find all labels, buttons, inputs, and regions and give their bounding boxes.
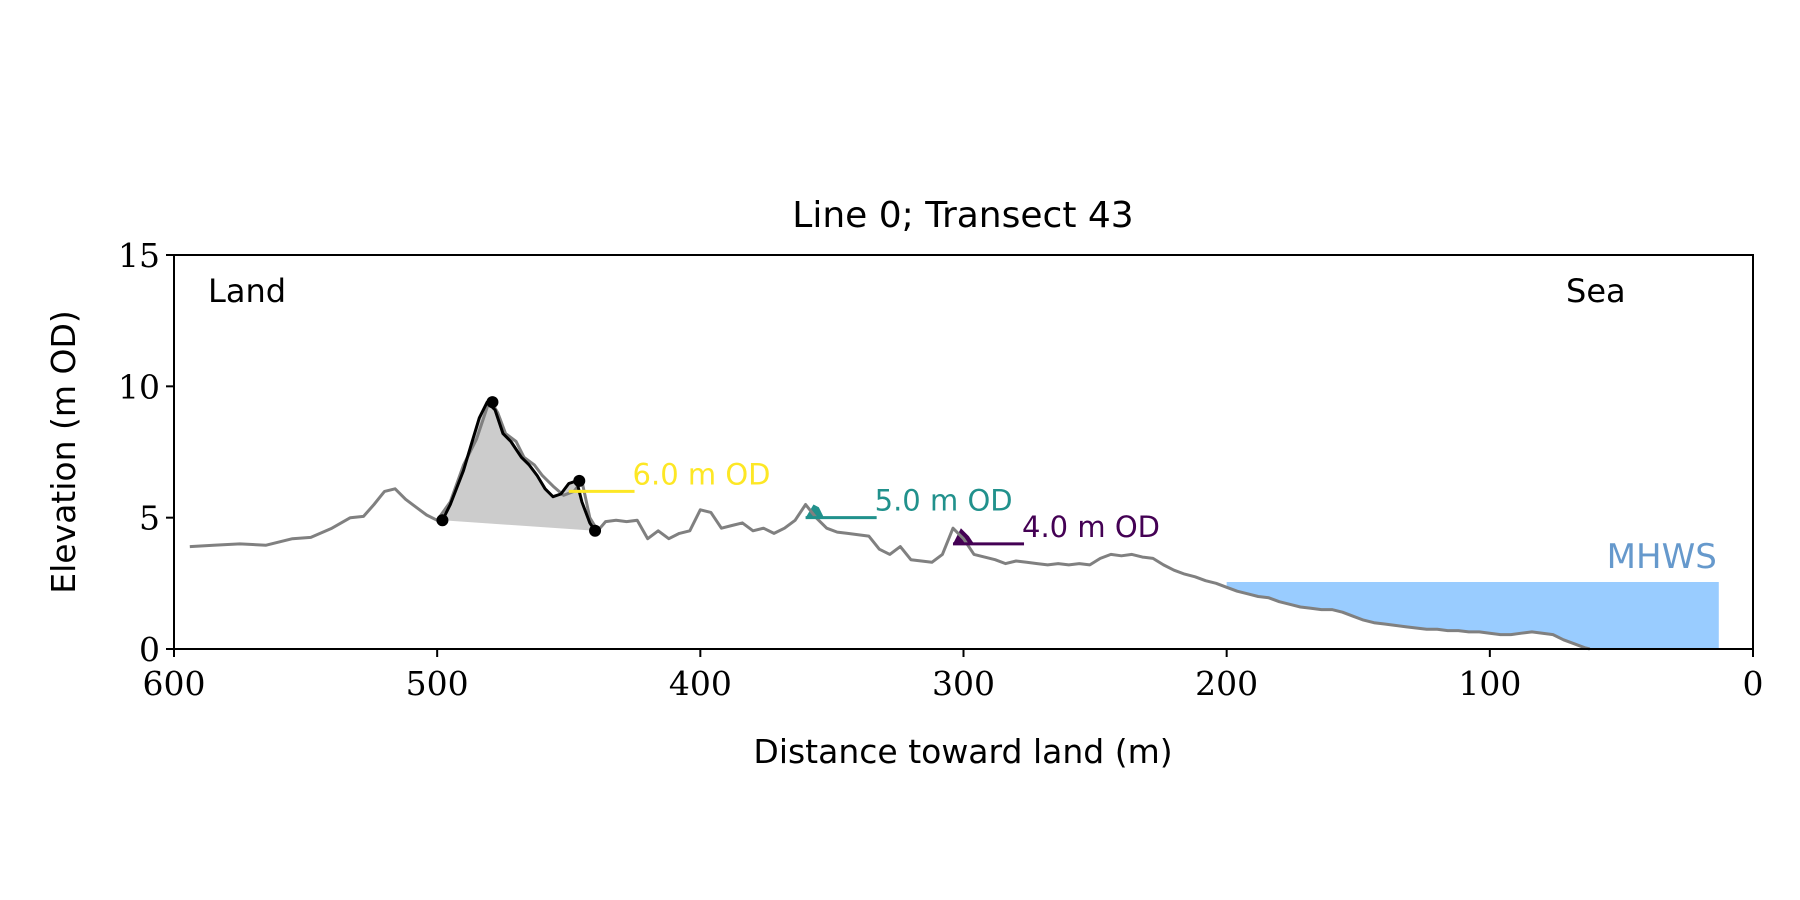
- y-tick-label-3: 15: [118, 236, 160, 275]
- dune-fill: [442, 402, 596, 531]
- y-tick-label-2: 10: [118, 367, 160, 406]
- y-axis-label: Elevation (m OD): [44, 310, 83, 594]
- level-fill-1: [805, 504, 824, 518]
- level-fill-2: [953, 528, 974, 544]
- mhws-label: MHWS: [1607, 537, 1717, 577]
- dune-marker-3: [589, 524, 602, 537]
- dune-marker-0: [436, 514, 449, 527]
- x-tick-label-3: 300: [932, 664, 995, 703]
- x-tick-label-2: 400: [669, 664, 732, 703]
- profile-line: [189, 398, 1591, 651]
- dune-marker-1: [486, 396, 499, 409]
- sea-annotation: Sea: [1566, 272, 1626, 310]
- y-tick-label-1: 5: [139, 499, 160, 538]
- mhws-area: [1226, 582, 1719, 649]
- x-tick-label-6: 0: [1743, 664, 1764, 703]
- x-axis-label: Distance toward land (m): [753, 732, 1172, 771]
- plot-layer: MHWS 6.0 m OD 5.0 m OD 4.0 m OD: [189, 396, 1719, 651]
- x-tick-label-0: 600: [143, 664, 206, 703]
- chart-title: Line 0; Transect 43: [792, 195, 1133, 236]
- x-tick-label-5: 100: [1458, 664, 1521, 703]
- x-tick-label-4: 200: [1195, 664, 1258, 703]
- dune-marker-2: [573, 474, 586, 487]
- x-tick-label-1: 500: [406, 664, 469, 703]
- level-label-2: 4.0 m OD: [1022, 510, 1160, 544]
- land-annotation: Land: [208, 272, 286, 310]
- level-label-1: 5.0 m OD: [875, 484, 1013, 518]
- level-label-0: 6.0 m OD: [633, 457, 771, 491]
- y-tick-label-0: 0: [139, 630, 160, 669]
- axis-layer: 600 500 400 300 200 100 0 0 5 10 15: [118, 236, 1764, 703]
